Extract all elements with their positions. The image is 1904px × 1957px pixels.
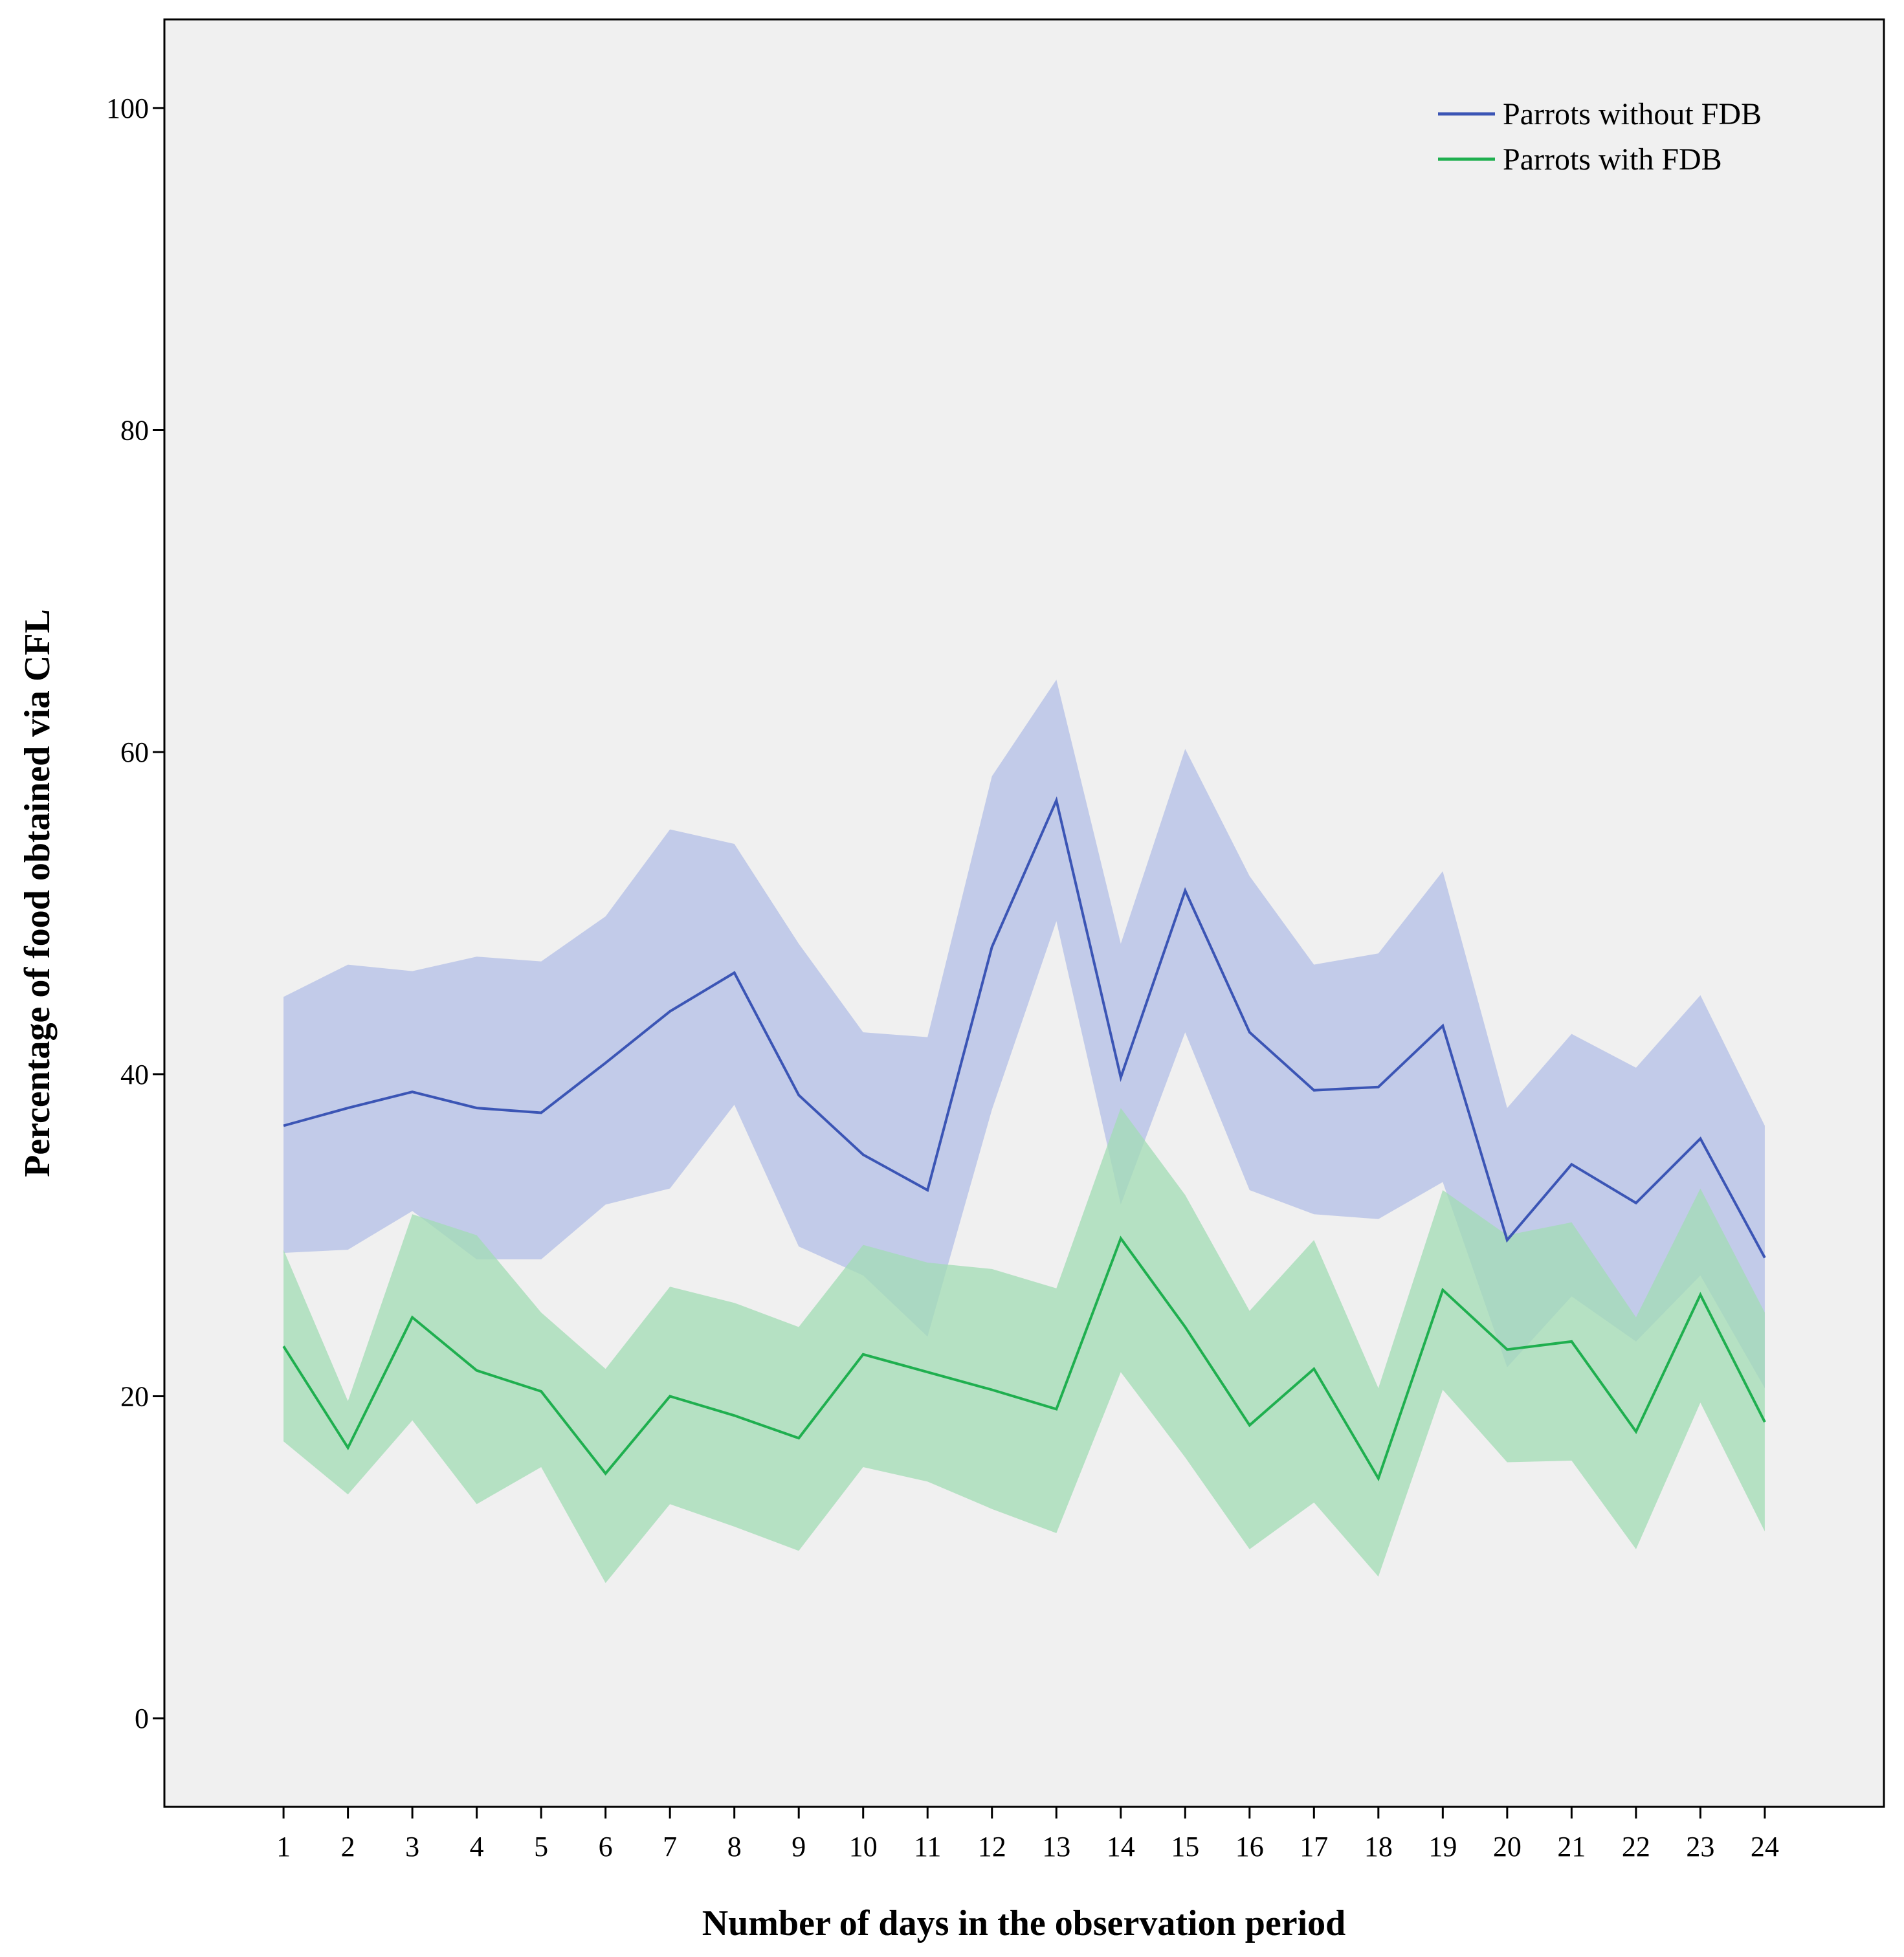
x-tick-label-1: 1	[276, 1831, 291, 1863]
legend-label-series-2: Parrots with FDB	[1503, 142, 1722, 177]
x-tick-label-12: 12	[978, 1831, 1006, 1863]
x-tick-label-9: 9	[791, 1831, 806, 1863]
x-tick-label-2: 2	[341, 1831, 355, 1863]
x-tick-label-24: 24	[1751, 1831, 1779, 1863]
y-tick-label-80: 80	[120, 415, 149, 447]
x-axis-title: Number of days in the observation period	[702, 1903, 1346, 1943]
x-tick-label-14: 14	[1107, 1831, 1135, 1863]
x-tick-label-8: 8	[727, 1831, 742, 1863]
x-tick-label-19: 19	[1428, 1831, 1457, 1863]
x-tick-label-3: 3	[405, 1831, 419, 1863]
x-tick-label-7: 7	[663, 1831, 677, 1863]
y-axis: 0 20 40 60 80 100	[106, 93, 164, 1734]
band-series-2	[283, 1108, 1765, 1584]
y-tick-label-40: 40	[120, 1059, 149, 1090]
x-tick-label-23: 23	[1686, 1831, 1714, 1863]
x-tick-label-18: 18	[1364, 1831, 1393, 1863]
line-series-1	[283, 796, 1766, 1259]
x-tick-label-15: 15	[1171, 1831, 1199, 1863]
x-tick-label-10: 10	[849, 1831, 878, 1863]
x-tick-label-5: 5	[534, 1831, 548, 1863]
x-tick-label-6: 6	[599, 1831, 613, 1863]
legend-label-series-1: Parrots without FDB	[1503, 97, 1762, 131]
y-tick-label-0: 0	[135, 1703, 149, 1734]
x-tick-label-13: 13	[1042, 1831, 1070, 1863]
y-tick-label-20: 20	[120, 1380, 149, 1412]
x-tick-label-11: 11	[914, 1831, 941, 1863]
x-tick-label-4: 4	[470, 1831, 484, 1863]
x-tick-label-16: 16	[1235, 1831, 1264, 1863]
y-tick-label-100: 100	[106, 93, 149, 124]
band-series-1	[283, 680, 1765, 1388]
x-tick-label-21: 21	[1557, 1831, 1586, 1863]
series-lines	[282, 796, 1766, 1482]
y-tick-label-60: 60	[120, 736, 149, 768]
x-axis: 1 2 3 4 5 6 7 8 9 10 11 12 13 14 15 16 17 18 19 20 21 22 23 24	[276, 1807, 1779, 1863]
confidence-bands	[283, 680, 1765, 1584]
line-series-2	[282, 1235, 1766, 1482]
x-tick-label-22: 22	[1622, 1831, 1650, 1863]
x-tick-label-17: 17	[1300, 1831, 1328, 1863]
x-tick-label-20: 20	[1493, 1831, 1522, 1863]
y-axis-title: Percentage of food obtained via CFL	[17, 609, 58, 1177]
legend: Parrots without FDB Parrots with FDB	[1438, 97, 1762, 177]
